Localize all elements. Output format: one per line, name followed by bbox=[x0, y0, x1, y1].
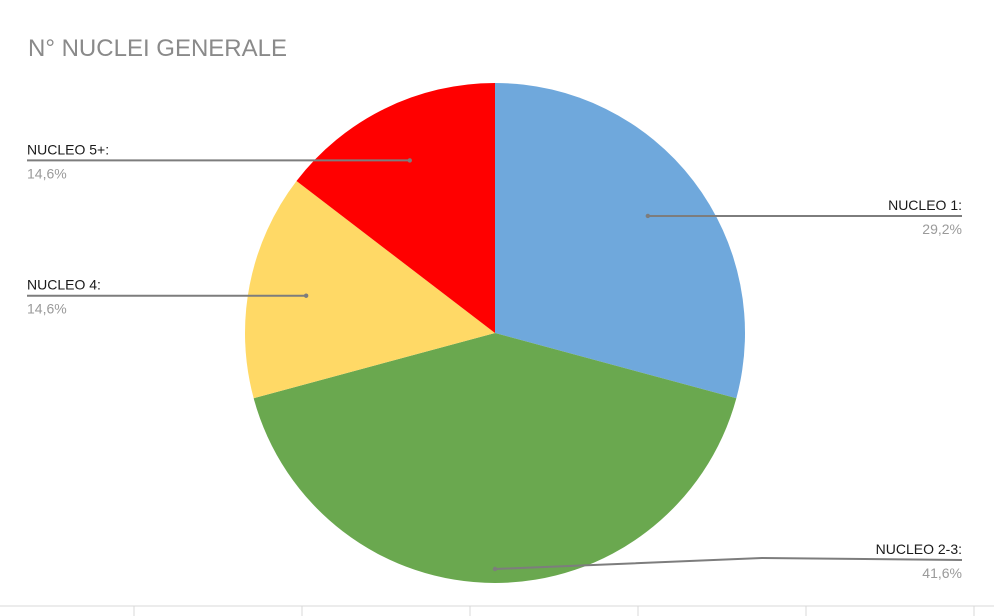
leader-dot bbox=[303, 293, 309, 298]
pie-slice bbox=[253, 333, 737, 583]
chart-title: N° NUCLEI GENERALE bbox=[28, 35, 287, 62]
pie-slice bbox=[245, 181, 495, 399]
pie-slice bbox=[296, 83, 495, 333]
slice-labels: NUCLEO 1: 29,2% NUCLEO 2-3: 41,6% NUCLEO 4: 1… bbox=[27, 141, 962, 581]
leader-dot bbox=[492, 566, 498, 572]
slice-value-label: 29,2% bbox=[922, 221, 962, 237]
slice-value-label: 14,6% bbox=[27, 165, 67, 181]
pie-slices bbox=[245, 83, 745, 583]
slice-label: NUCLEO 2-3: bbox=[876, 541, 962, 557]
slice-label: NUCLEO 1: bbox=[888, 197, 962, 213]
slice-label: NUCLEO 4: bbox=[27, 277, 101, 293]
leader-line bbox=[494, 556, 963, 570]
slice-value-label: 14,6% bbox=[27, 301, 67, 317]
bottom-divider bbox=[0, 605, 994, 616]
leader-dot bbox=[407, 158, 412, 163]
slice-value-label: 41,6% bbox=[922, 565, 962, 581]
leader-dot bbox=[645, 213, 651, 219]
pie-slice bbox=[495, 83, 745, 399]
label-leaders bbox=[27, 158, 963, 572]
slice-label: NUCLEO 5+: bbox=[27, 141, 109, 157]
